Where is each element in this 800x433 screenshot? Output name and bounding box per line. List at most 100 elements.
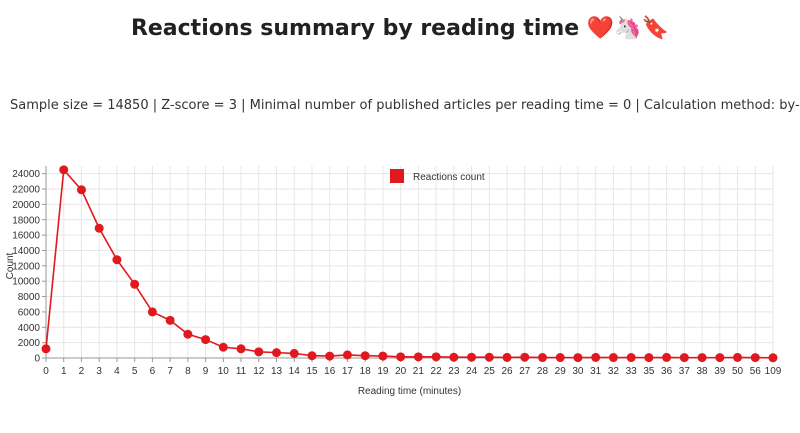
data-point	[573, 353, 583, 363]
x-tick-label: 33	[626, 366, 638, 377]
y-tick-label: 20000	[12, 200, 40, 211]
y-tick-label: 16000	[12, 231, 40, 242]
data-point	[147, 307, 157, 317]
data-point	[94, 223, 104, 233]
x-tick-label: 21	[413, 366, 425, 377]
data-point	[467, 352, 477, 362]
data-point	[236, 344, 246, 354]
y-tick-label: 12000	[12, 261, 40, 272]
x-tick-label: 1	[61, 366, 67, 377]
y-tick-label: 24000	[12, 169, 40, 180]
data-point	[715, 353, 725, 363]
data-point	[59, 165, 69, 175]
x-tick-label: 11	[236, 366, 247, 377]
x-tick-label: 6	[150, 366, 156, 377]
x-tick-label: 18	[360, 366, 372, 377]
data-point	[484, 352, 494, 362]
y-axis-title: Count	[5, 252, 16, 279]
x-tick-label: 25	[484, 366, 496, 377]
data-point	[76, 185, 86, 195]
data-point	[254, 347, 264, 357]
x-tick-label: 3	[96, 366, 102, 377]
y-tick-label: 2000	[18, 338, 41, 349]
x-tick-label: 10	[218, 366, 230, 377]
x-tick-label: 38	[697, 366, 709, 377]
chart-legend[interactable]: Reactions count	[390, 169, 485, 183]
x-tick-label: 22	[431, 366, 443, 377]
x-tick-label: 8	[185, 366, 191, 377]
x-tick-label: 13	[271, 366, 283, 377]
x-tick-label: 0	[43, 366, 49, 377]
page-title: Reactions summary by reading time ❤️🦄🔖	[130, 16, 670, 41]
x-tick-label: 24	[466, 366, 478, 377]
data-point	[396, 352, 406, 362]
x-tick-label: 26	[501, 366, 513, 377]
y-tick-label: 6000	[18, 307, 41, 318]
data-point	[679, 353, 689, 363]
x-tick-label: 27	[519, 366, 531, 377]
x-tick-label: 20	[395, 366, 407, 377]
data-point	[733, 352, 743, 362]
page-subtitle: Sample size = 14850 | Z-score = 3 | Mini…	[10, 98, 800, 113]
x-tick-label: 15	[306, 366, 318, 377]
data-point	[183, 329, 193, 339]
chart-grid	[45, 166, 774, 359]
data-point	[342, 350, 352, 360]
data-point	[289, 348, 299, 358]
x-tick-label: 30	[572, 366, 584, 377]
data-point	[626, 353, 636, 363]
x-tick-label: 19	[377, 366, 389, 377]
data-point	[502, 352, 512, 362]
data-point	[697, 353, 707, 363]
x-tick-label: 29	[555, 366, 567, 377]
data-point	[325, 351, 335, 361]
x-tick-label: 28	[537, 366, 549, 377]
data-point	[591, 352, 601, 362]
data-point	[413, 352, 423, 362]
y-tick-label: 22000	[12, 185, 40, 196]
x-tick-label: 39	[714, 366, 726, 377]
x-tick-label: 31	[590, 366, 602, 377]
data-point	[201, 335, 211, 345]
y-tick-label: 8000	[18, 292, 41, 303]
data-point	[608, 353, 618, 363]
data-point	[537, 353, 547, 363]
x-tick-label: 7	[167, 366, 173, 377]
y-tick-label: 14000	[12, 246, 40, 257]
x-tick-label: 16	[324, 366, 336, 377]
x-tick-label: 2	[79, 366, 85, 377]
data-point	[449, 352, 459, 362]
y-tick-label: 0	[34, 354, 40, 365]
x-tick-label: 35	[643, 366, 655, 377]
data-point	[41, 344, 51, 354]
data-point	[218, 342, 228, 352]
x-tick-label: 17	[342, 366, 354, 377]
data-point	[750, 353, 760, 363]
legend-label: Reactions count	[413, 172, 485, 183]
chart-series	[41, 165, 778, 363]
y-tick-label: 4000	[18, 323, 41, 334]
x-tick-label: 109	[765, 366, 782, 377]
x-tick-label: 32	[608, 366, 620, 377]
data-point	[165, 315, 175, 325]
series-line	[45, 167, 774, 359]
x-tick-label: 56	[750, 366, 762, 377]
x-tick-label: 5	[132, 366, 138, 377]
data-point	[378, 351, 388, 361]
data-point	[431, 352, 441, 362]
x-tick-label: 23	[448, 366, 460, 377]
x-tick-label: 36	[661, 366, 673, 377]
x-tick-label: 37	[679, 366, 691, 377]
y-tick-label: 10000	[12, 277, 40, 288]
data-point	[555, 353, 565, 363]
data-point	[768, 353, 778, 363]
x-tick-label: 9	[203, 366, 209, 377]
data-point	[644, 353, 654, 363]
data-point	[272, 348, 282, 358]
legend-swatch	[390, 169, 404, 183]
data-point	[662, 352, 672, 362]
data-point	[307, 351, 317, 361]
data-point	[520, 352, 530, 362]
